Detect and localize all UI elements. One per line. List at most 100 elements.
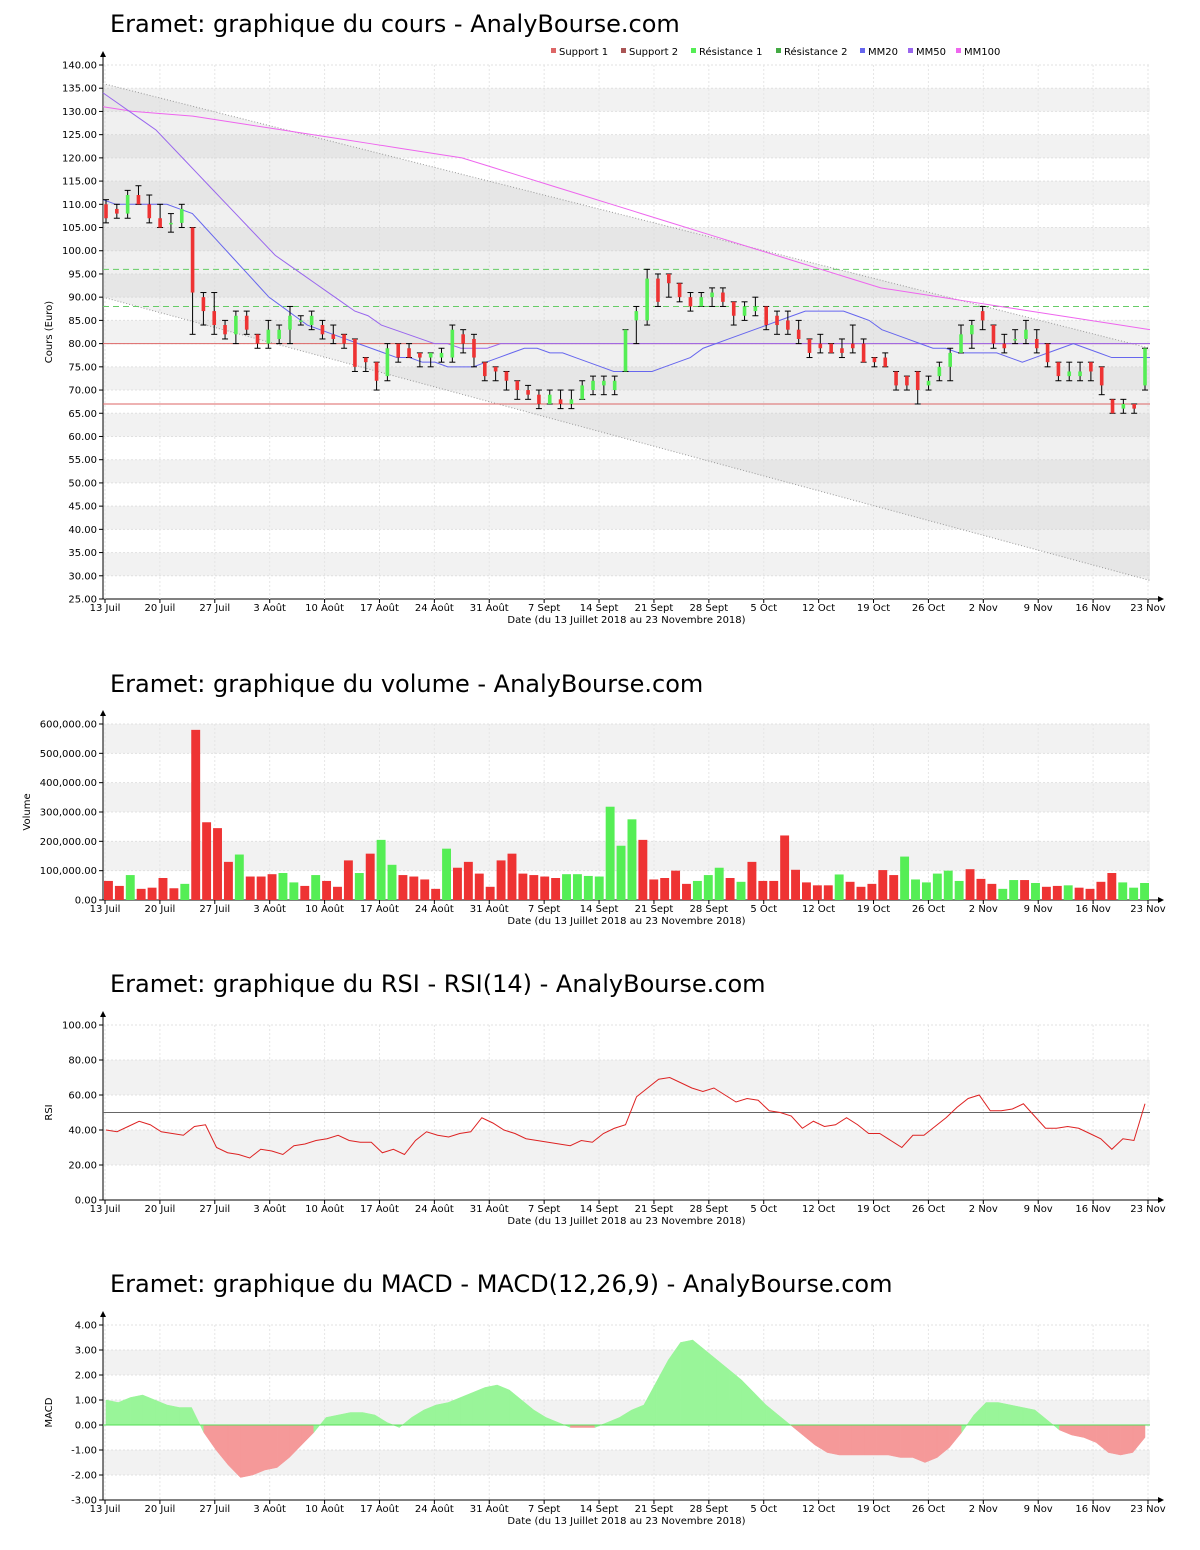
volume-bar: [540, 876, 550, 900]
price-ytick-label: 75.00: [68, 362, 97, 373]
volume-bar: [714, 867, 724, 900]
candle-body: [277, 329, 281, 339]
rsi-xtick-label: 7 Sept: [528, 1204, 560, 1215]
volume-bar: [431, 888, 441, 900]
price-xtick-label: 20 Juil: [145, 603, 176, 614]
volume-bar: [692, 880, 702, 900]
volume-bar: [900, 856, 910, 900]
legend-swatch: [860, 48, 865, 53]
volume-bar: [976, 878, 986, 900]
volume-bar: [518, 873, 528, 900]
volume-xtick-label: 28 Sept: [690, 904, 729, 915]
volume-bar: [234, 854, 244, 900]
price-ytick-label: 25.00: [68, 595, 97, 606]
volume-xtick-label: 9 Nov: [1024, 904, 1053, 915]
candle-body: [299, 320, 303, 322]
price-band: [103, 436, 1150, 460]
volume-bar: [703, 875, 713, 900]
macd-ytick-label: 2.00: [75, 1371, 97, 1382]
macd-xtick-label: 21 Sept: [635, 1504, 674, 1515]
volume-bar: [616, 845, 626, 900]
volume-xtick-label: 10 Août: [305, 903, 344, 915]
price-xtick-label: 7 Sept: [528, 603, 560, 614]
legend-label: Résistance 2: [784, 46, 847, 58]
volume-bar: [387, 864, 397, 900]
volume-bar: [1096, 881, 1106, 900]
macd-xtick-label: 10 Août: [305, 1503, 344, 1515]
volume-bar: [125, 875, 135, 900]
macd-xtick-label: 28 Sept: [690, 1504, 729, 1515]
candle-body: [580, 385, 585, 400]
volume-xtick-label: 21 Sept: [635, 904, 674, 915]
macd-xtick-label: 23 Nov: [1130, 1504, 1166, 1515]
candle-body: [688, 297, 693, 307]
volume-bar: [1129, 887, 1139, 900]
candle-body: [407, 348, 411, 358]
price-xtick-label: 5 Oct: [750, 603, 777, 614]
volume-bar: [932, 873, 942, 900]
volume-bar: [638, 839, 648, 900]
candle-body: [255, 334, 260, 344]
candle-body: [223, 325, 227, 335]
volume-xtick-label: 27 Juil: [199, 904, 230, 915]
candle-body: [179, 208, 184, 223]
candle-body: [677, 283, 682, 298]
volume-ytick-label: 0.00: [75, 896, 97, 907]
macd-area: [179, 1407, 192, 1426]
price-yaxis-arrow: [100, 51, 106, 57]
volume-bar: [802, 882, 811, 900]
candle-body: [1121, 403, 1126, 409]
macd-area: [448, 1397, 461, 1426]
volume-bar: [158, 878, 168, 900]
candle-body: [212, 311, 217, 326]
macd-area: [142, 1394, 156, 1426]
macd-area: [252, 1424, 266, 1476]
candle-body: [699, 297, 704, 307]
rsi-yaxis-arrow: [100, 1011, 106, 1017]
macd-area: [985, 1402, 999, 1426]
macd-area: [1108, 1424, 1121, 1456]
candle-body: [158, 218, 162, 228]
legend-swatch: [691, 48, 696, 53]
candle-body: [742, 306, 747, 316]
price-ytick-label: 55.00: [68, 455, 97, 466]
volume-bar: [322, 880, 332, 900]
rsi-band: [103, 1060, 1150, 1095]
legend-swatch: [908, 48, 913, 53]
price-band: [103, 111, 1150, 135]
candle-body: [937, 366, 942, 377]
volume-bar: [1074, 887, 1084, 900]
volume-bar: [376, 839, 386, 900]
volume-bar: [965, 869, 975, 900]
price-band: [103, 390, 1150, 414]
macd-area: [337, 1412, 351, 1426]
volume-bar: [507, 853, 517, 900]
price-ytick-label: 35.00: [68, 548, 97, 559]
price-xtick-label: 14 Sept: [580, 603, 619, 614]
volume-bar: [202, 822, 212, 900]
volume-bar: [627, 819, 637, 900]
price-ytick-label: 30.00: [68, 571, 97, 582]
volume-ytick-label: 400,000.00: [40, 778, 97, 789]
volume-bar: [213, 828, 222, 900]
rsi-xtick-label: 28 Sept: [690, 1204, 729, 1215]
macd-area: [826, 1424, 840, 1456]
price-xtick-label: 10 Août: [305, 602, 344, 614]
macd-band: [103, 1325, 1150, 1350]
macd-xtick-label: 19 Oct: [857, 1504, 890, 1515]
candle-body: [775, 315, 779, 326]
price-ytick-label: 120.00: [62, 153, 97, 164]
macd-area: [362, 1412, 376, 1426]
rsi-chart: 0.00 20.00 40.00 60.00 80.00 100.00 13 Juil 20 …: [44, 1011, 1166, 1227]
legend-label: MM100: [964, 47, 1000, 58]
rsi-ytick-label: 100.00: [62, 1021, 97, 1032]
legend-label: MM50: [916, 47, 946, 58]
volume-xtick-label: 24 Août: [415, 903, 454, 915]
volume-bar: [769, 880, 779, 900]
macd-area: [851, 1424, 865, 1456]
volume-bar: [1118, 882, 1128, 900]
candle-body: [840, 348, 844, 353]
macd-area: [998, 1402, 1011, 1426]
candle-body: [472, 338, 476, 358]
price-xtick-label: 31 Août: [470, 602, 509, 614]
